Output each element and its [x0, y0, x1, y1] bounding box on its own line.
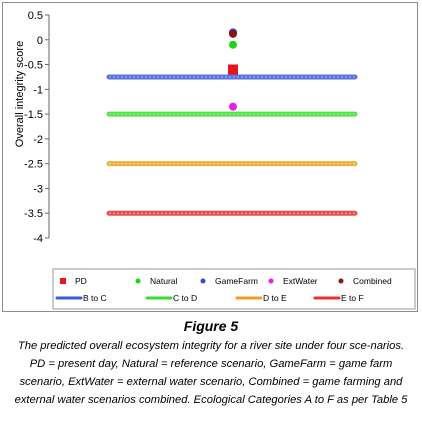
y-tick-label: -0.5	[24, 60, 43, 72]
series-group	[106, 28, 358, 216]
legend-label-c-to-d: C to D	[173, 293, 197, 303]
y-tick-label: -2.5	[24, 159, 43, 171]
y-tick-label: -4	[33, 233, 43, 245]
legend-label-b-to-c: B to C	[83, 293, 107, 303]
figure-caption: The predicted overall ecosystem integrit…	[14, 340, 408, 406]
legend: PD Natural GameFarm ExtWater Combined B to C C…	[52, 268, 416, 310]
legend-marker-natural	[135, 278, 141, 284]
point-combined	[229, 29, 237, 38]
legend-label-d-to-e: D to E	[263, 293, 287, 303]
figure-title: Figure 5	[183, 318, 239, 334]
y-tick-label: 0	[37, 35, 43, 47]
legend-marker-pd	[60, 278, 66, 284]
legend-label-e-to-f: E to F	[341, 293, 364, 303]
chart-frame: 0.5 0 -0.5 -1 -1.5 -2 -2.5 -3 -3.5 -4 Overall int…	[2, 2, 418, 312]
point-extwater	[229, 102, 237, 111]
y-tick-label: -1.5	[24, 109, 43, 121]
legend-marker-combined	[338, 278, 344, 284]
y-tick-label: -2	[33, 134, 43, 146]
y-tick-label: -1	[33, 84, 43, 96]
legend-marker-extwater	[268, 278, 274, 284]
y-axis-label: Overall integrity score	[14, 41, 26, 147]
legend-label-natural: Natural	[150, 276, 178, 286]
y-axis: 0.5 0 -0.5 -1 -1.5 -2 -2.5 -3 -3.5 -4	[24, 10, 50, 245]
y-tick-label: -3	[33, 183, 43, 195]
legend-box	[52, 268, 416, 310]
legend-label-combined: Combined	[353, 276, 392, 286]
legend-label-extwater: ExtWater	[283, 276, 318, 286]
chart-svg: 0.5 0 -0.5 -1 -1.5 -2 -2.5 -3 -3.5 -4 Overall int…	[14, 10, 416, 310]
point-natural	[229, 40, 237, 49]
y-tick-label: -3.5	[24, 208, 43, 220]
y-tick-label: 0.5	[28, 10, 43, 22]
legend-label-pd: PD	[75, 276, 87, 286]
legend-label-gamefarm: GameFarm	[215, 276, 258, 286]
legend-marker-gamefarm	[200, 278, 206, 284]
point-pd	[228, 64, 238, 75]
